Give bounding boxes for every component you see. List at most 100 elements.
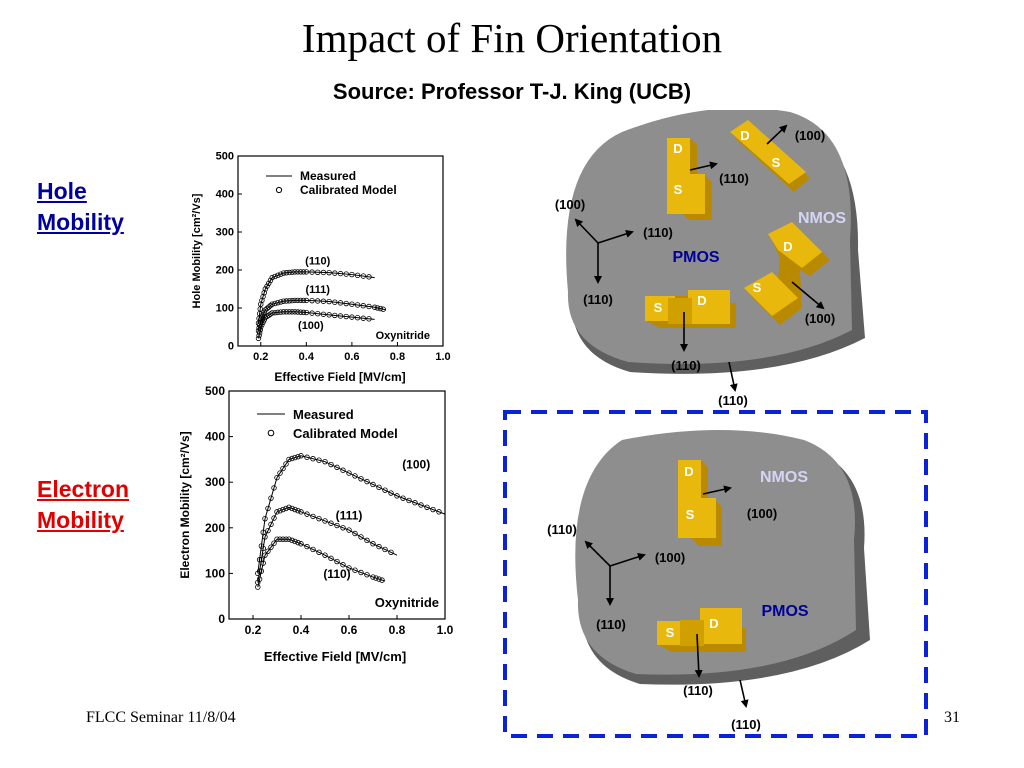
series-label: (111): [336, 509, 363, 523]
x-tick-label: 0.8: [390, 351, 405, 363]
data-point: [337, 270, 344, 277]
legend-marker-model: [275, 186, 283, 194]
electron-label-line2: Mobility: [37, 507, 124, 533]
data-point: [262, 307, 269, 313]
data-point: [269, 274, 275, 281]
data-point: [310, 513, 316, 520]
data-point: [364, 572, 370, 578]
data-point: [286, 504, 292, 510]
data-point: [332, 312, 338, 319]
data-point: [373, 575, 379, 581]
wafer-diagram-bottom: D S S D (110) (100) (110) (100) (110) (1…: [503, 410, 928, 738]
footer-text: FLCC Seminar 11/8/04: [86, 709, 236, 726]
nmos-device-rotated: D S: [730, 120, 810, 192]
data-point: [346, 565, 352, 571]
data-point: [272, 273, 278, 280]
data-point: [295, 453, 301, 460]
data-point: [262, 286, 269, 292]
data-point: [289, 297, 295, 304]
hole-label-line2: Mobility: [37, 209, 124, 235]
data-point: [280, 506, 286, 513]
drain-label: D: [740, 128, 749, 143]
drain-label: D: [684, 464, 693, 479]
data-point: [326, 269, 332, 276]
x-tick-label: 0.2: [245, 623, 262, 637]
y-tick-label: 200: [205, 521, 225, 535]
data-point: [280, 536, 286, 542]
y-axis-label: Hole Mobility [cm²/Vs]: [191, 193, 203, 308]
orientation-label: (110): [596, 617, 626, 632]
data-point: [315, 269, 321, 275]
oxynitride-annotation: Oxynitride: [376, 330, 430, 342]
data-point: [264, 283, 270, 289]
data-point: [358, 569, 364, 576]
data-point: [274, 536, 280, 542]
data-point: [366, 274, 372, 280]
pmos-label: PMOS: [761, 603, 808, 620]
orientation-label: (110): [719, 171, 749, 186]
data-point: [259, 297, 265, 304]
data-point: [297, 297, 304, 304]
data-point: [309, 310, 315, 316]
data-point: [332, 270, 338, 276]
data-point: [297, 269, 304, 275]
data-point: [315, 310, 321, 317]
data-point: [340, 562, 346, 568]
data-point: [360, 273, 366, 279]
nmos-device-bottom: D S: [678, 460, 722, 546]
data-point: [328, 461, 334, 468]
data-point: [340, 525, 346, 531]
data-point: [349, 314, 355, 320]
highlight-dashed-box: [503, 410, 928, 738]
data-point: [295, 269, 301, 275]
data-point: [418, 502, 424, 508]
data-point: [334, 558, 340, 565]
drain-label: D: [697, 293, 706, 308]
data-point: [337, 300, 344, 306]
data-point: [286, 456, 292, 463]
data-point: [258, 301, 264, 307]
data-point: [260, 293, 266, 300]
data-point: [310, 546, 316, 553]
data-point: [256, 576, 263, 582]
data-point: [370, 574, 376, 580]
data-point: [289, 269, 295, 275]
data-point: [274, 474, 280, 481]
slide-title: Impact of Fin Orientation: [301, 15, 723, 61]
data-point: [366, 303, 372, 310]
data-point: [265, 505, 271, 512]
data-point: [262, 515, 268, 522]
data-point: [364, 478, 370, 485]
data-point: [278, 299, 284, 305]
data-point: [436, 509, 442, 515]
data-point: [388, 490, 394, 496]
data-point: [300, 297, 307, 304]
data-point: [376, 576, 382, 582]
data-point: [400, 495, 406, 501]
data-point: [376, 484, 382, 491]
y-tick-label: 500: [205, 385, 225, 398]
source-label: S: [654, 300, 663, 315]
data-point: [272, 309, 278, 316]
data-point: [256, 329, 263, 336]
wafer-face: [575, 430, 856, 675]
orientation-label: (110): [671, 358, 701, 373]
data-point: [303, 297, 310, 304]
data-point: [283, 270, 290, 276]
orientation-label: (110): [547, 522, 577, 537]
data-point: [255, 335, 262, 342]
data-point: [309, 297, 315, 304]
orientation-label: (100): [655, 550, 685, 565]
data-point: [320, 298, 327, 304]
orientation-label: (100): [555, 197, 585, 212]
data-point: [262, 552, 268, 558]
data-point: [289, 455, 295, 462]
data-point: [328, 555, 334, 562]
data-point: [295, 297, 301, 304]
y-tick-label: 0: [218, 612, 225, 626]
data-point: [298, 541, 304, 547]
data-point: [260, 545, 266, 552]
data-point: [265, 527, 271, 534]
x-axis-label: Effective Field [MV/cm]: [274, 370, 405, 384]
data-point: [297, 309, 304, 315]
